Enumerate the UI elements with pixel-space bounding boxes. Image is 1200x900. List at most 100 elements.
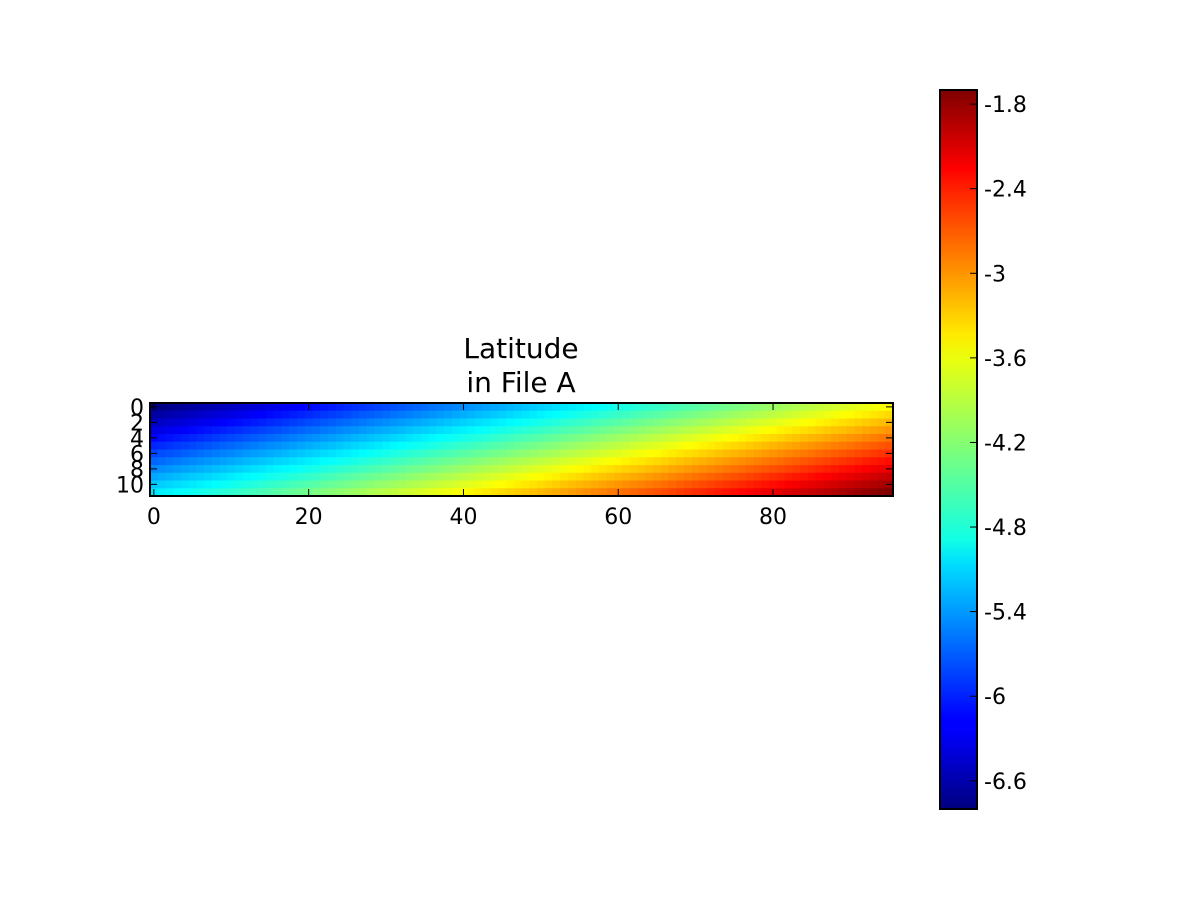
heatmap-cell — [800, 441, 809, 451]
heatmap-cell — [451, 418, 461, 427]
heatmap-cell — [242, 465, 252, 474]
heatmap-cell — [606, 480, 615, 489]
heatmap-cell — [459, 472, 468, 482]
heatmap-cell — [676, 418, 685, 427]
heatmap-cell — [289, 410, 298, 420]
heatmap-cell — [761, 426, 770, 435]
heatmap-cell — [800, 418, 809, 427]
heatmap-cell — [227, 418, 236, 427]
heatmap-cell — [242, 441, 252, 451]
heatmap-cell — [211, 426, 221, 435]
heatmap-cell — [506, 488, 515, 497]
heatmap-cell — [823, 426, 832, 435]
heatmap-cell — [885, 441, 894, 451]
heatmap-cell — [297, 465, 306, 474]
heatmap-cell — [854, 449, 863, 458]
heatmap-cell — [475, 480, 484, 489]
heatmap-cell — [180, 410, 190, 420]
heatmap-cell — [629, 441, 639, 451]
heatmap-cell — [211, 488, 221, 497]
heatmap-cell — [869, 426, 879, 435]
heatmap-cell — [405, 441, 414, 451]
heatmap-cell — [358, 457, 368, 466]
heatmap-cell — [645, 465, 654, 474]
heatmap-cell — [645, 457, 654, 466]
heatmap-cell — [475, 403, 484, 412]
heatmap-cell — [691, 480, 701, 489]
heatmap-cell — [707, 480, 716, 489]
heatmap-cell — [815, 457, 824, 466]
heatmap-cell — [660, 472, 670, 482]
heatmap-cell — [637, 449, 646, 458]
heatmap-cell — [622, 434, 631, 443]
heatmap-cells — [150, 403, 894, 497]
heatmap-cell — [366, 434, 376, 443]
heatmap-cell — [304, 410, 314, 420]
heatmap-cell — [250, 418, 259, 427]
colorbar-tick-label: -1.8 — [984, 93, 1027, 118]
heatmap-cell — [328, 488, 337, 497]
heatmap-cell — [745, 488, 755, 497]
heatmap-cell — [358, 488, 368, 497]
heatmap-cell — [258, 441, 267, 451]
heatmap-cell — [784, 418, 793, 427]
heatmap-cell — [815, 434, 824, 443]
heatmap-cell — [699, 457, 708, 466]
heatmap-cell — [304, 472, 314, 482]
heatmap-cell — [521, 488, 530, 497]
heatmap-cell — [792, 488, 801, 497]
heatmap-cell — [328, 426, 337, 435]
heatmap-cell — [289, 418, 298, 427]
heatmap-cell — [444, 418, 453, 427]
heatmap-cell — [490, 488, 499, 497]
heatmap-cell — [173, 449, 182, 458]
heatmap-cell — [196, 465, 205, 474]
heatmap-cell — [560, 488, 569, 497]
heatmap-cell — [583, 465, 592, 474]
heatmap-cell — [823, 418, 832, 427]
heatmap-cell — [792, 441, 801, 451]
heatmap-cell — [645, 426, 654, 435]
heatmap-cell — [467, 488, 476, 497]
heatmap-cell — [776, 418, 786, 427]
heatmap-cell — [459, 434, 468, 443]
heatmap-cell — [475, 418, 484, 427]
heatmap-cell — [684, 410, 693, 420]
heatmap-cell — [397, 457, 407, 466]
heatmap-cell — [459, 410, 468, 420]
heatmap-cell — [405, 426, 414, 435]
heatmap-cell — [506, 418, 515, 427]
heatmap-cell — [846, 434, 855, 443]
heatmap-cell — [150, 472, 159, 482]
heatmap-cell — [188, 488, 198, 497]
heatmap-cell — [428, 426, 437, 435]
heatmap-cell — [482, 465, 492, 474]
heatmap-cell — [761, 472, 770, 482]
heatmap-cell — [188, 457, 198, 466]
heatmap-cell — [173, 410, 182, 420]
heatmap-cell — [235, 418, 244, 427]
heatmap-cell — [436, 418, 445, 427]
heatmap-cell — [490, 472, 499, 482]
heatmap-cell — [614, 434, 623, 443]
heatmap-cell — [761, 449, 770, 458]
heatmap-cell — [567, 465, 577, 474]
heatmap-cell — [482, 434, 492, 443]
heatmap-cell — [769, 457, 778, 466]
x-axis-ticks: 0 20 40 60 80 — [147, 403, 787, 530]
heatmap-cell — [622, 449, 631, 458]
heatmap-cell — [328, 434, 337, 443]
heatmap-cell — [420, 457, 430, 466]
heatmap-cell — [753, 410, 763, 420]
heatmap-cell — [676, 441, 685, 451]
heatmap-cell — [196, 403, 205, 412]
heatmap-cell — [629, 488, 639, 497]
heatmap-cell — [684, 480, 693, 489]
heatmap-cell — [846, 449, 855, 458]
heatmap-cell — [258, 480, 267, 489]
heatmap-cell — [297, 480, 306, 489]
heatmap-cell — [351, 418, 360, 427]
heatmap-cell — [536, 418, 546, 427]
heatmap-cell — [575, 488, 585, 497]
